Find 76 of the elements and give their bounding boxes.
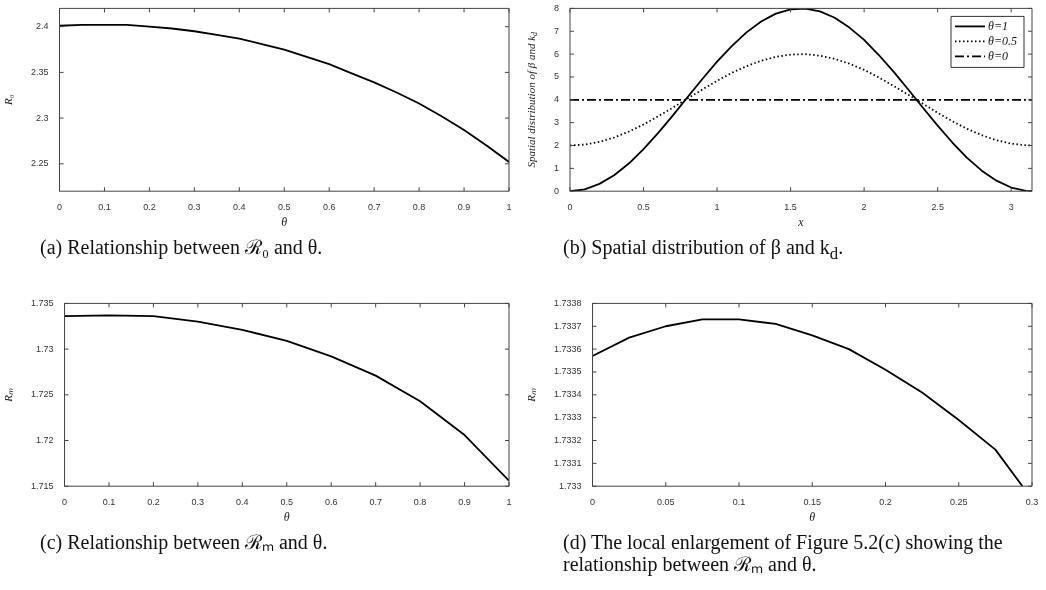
x-tick-label: 0.25 [949, 497, 968, 508]
y-tick-label: 3 [553, 117, 560, 128]
y-tick-label: 1.7335 [554, 366, 582, 377]
y-tick-label: 1.735 [30, 297, 54, 308]
x-tick-label: 0.2 [879, 497, 892, 508]
x-tick-label: 0.4 [236, 497, 249, 508]
y-tick-label: 1.7337 [554, 320, 582, 331]
x-axis-title: θ [283, 510, 290, 525]
y-tick-label: 1.7334 [554, 389, 582, 400]
x-tick-label: 0.3 [191, 497, 205, 508]
y-axis-title: Rₘ [524, 387, 537, 403]
y-tick-label: 1.7338 [554, 297, 582, 308]
x-tick-label: 0.3 [1025, 497, 1039, 508]
y-tick-label: 1.7331 [554, 457, 582, 468]
legend-label: θ=0 [988, 48, 1009, 63]
y-tick-label: 2 [553, 139, 560, 150]
x-tick-label: 1 [714, 202, 720, 213]
y-axis-title: R₀ [1, 94, 14, 107]
y-tick-label: 4 [553, 94, 560, 105]
y-tick-label: 1.733 [559, 480, 582, 491]
x-tick-label: 0.05 [657, 497, 675, 508]
x-tick-label: 0.9 [457, 202, 471, 213]
x-tick-label: 0.9 [458, 497, 471, 508]
x-tick-label: 1 [506, 202, 512, 213]
x-tick-label: 0 [590, 497, 596, 508]
text: (a) Relationship between ℛ₀ and θ. [39, 235, 324, 258]
x-tick-label: 0.4 [233, 202, 246, 213]
y-tick-label: 0 [553, 185, 560, 196]
legend-label: θ=0.5 [988, 33, 1018, 48]
y-tick-label: 1.7332 [554, 434, 582, 445]
x-tick-label: 0.1 [98, 202, 111, 213]
y-tick-label: 1.715 [30, 480, 54, 491]
x-tick-label: 0.7 [369, 497, 382, 508]
y-axis-title: Rₘ [1, 387, 14, 403]
x-tick-label: 0.1 [102, 497, 116, 508]
x-tick-label: 0.3 [188, 202, 201, 213]
y-tick-label: 1.725 [30, 389, 54, 400]
x-tick-label: 3 [1008, 202, 1014, 213]
x-tick-label: 1 [506, 497, 512, 508]
x-tick-label: 0.15 [803, 497, 822, 508]
x-tick-label: 1.5 [784, 202, 797, 213]
y-tick-label: 1.73 [35, 343, 54, 354]
x-tick-label: 0.6 [324, 497, 338, 508]
x-tick-label: 0.5 [278, 202, 291, 213]
y-tick-label: 2.25 [30, 158, 49, 169]
y-tick-label: 7 [553, 25, 560, 36]
y-tick-label: 2.35 [30, 66, 49, 77]
x-tick-label: 0.1 [732, 497, 746, 508]
x-axis-title: θ [281, 215, 288, 230]
text: (b) Spatial distribution of β and k$_{d}$. [562, 235, 845, 265]
x-tick-label: 0.6 [322, 202, 336, 213]
y-tick-label: 8 [553, 2, 560, 13]
x-tick-label: 2.5 [931, 202, 944, 213]
y-tick-label: 1 [553, 162, 560, 173]
x-tick-label: 0.8 [413, 497, 427, 508]
x-axis-title: x [797, 215, 805, 230]
y-tick-label: 1.7333 [554, 412, 582, 423]
y-tick-label: 6 [553, 48, 560, 59]
y-tick-label: 5 [553, 71, 560, 82]
x-tick-label: 0.8 [412, 202, 426, 213]
x-tick-label: 0 [62, 497, 68, 508]
y-tick-label: 1.7336 [554, 343, 582, 354]
legend-label: θ=1 [988, 18, 1009, 33]
y-tick-label: 2.3 [36, 112, 49, 123]
text: (c) Relationship between ℛₘ and θ. [39, 530, 329, 553]
x-axis-title: θ [809, 510, 816, 525]
x-tick-label: 0.5 [637, 202, 650, 213]
x-tick-label: 0.7 [367, 202, 381, 213]
x-tick-label: 0 [57, 202, 63, 213]
text: (d) The local enlargement of Figure 5.2(c) showing the relationship between ℛₘ and θ. [562, 530, 1004, 575]
x-tick-label: 0.2 [147, 497, 160, 508]
y-tick-label: 1.72 [35, 434, 54, 445]
x-tick-label: 2 [861, 202, 867, 213]
x-tick-label: 0.2 [143, 202, 156, 213]
y-tick-label: 2.4 [36, 21, 49, 32]
x-tick-label: 0.5 [280, 497, 294, 508]
